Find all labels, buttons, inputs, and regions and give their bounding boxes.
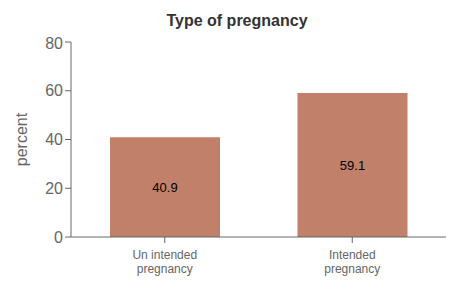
svg-text:0: 0 [54,229,63,246]
svg-text:60: 60 [45,82,63,99]
svg-text:80: 80 [45,35,63,52]
svg-text:59.1: 59.1 [340,158,365,173]
svg-text:20: 20 [45,180,63,197]
svg-text:Un intendedpregnancy: Un intendedpregnancy [132,248,197,276]
html-text:Type of pregnancy: Type of pregnancy [166,12,308,29]
svg-text:percent: percent [13,112,30,166]
svg-text:40: 40 [45,131,63,148]
svg-text:40.9: 40.9 [152,180,177,195]
svg-text:Intendedpregnancy: Intendedpregnancy [324,248,380,276]
